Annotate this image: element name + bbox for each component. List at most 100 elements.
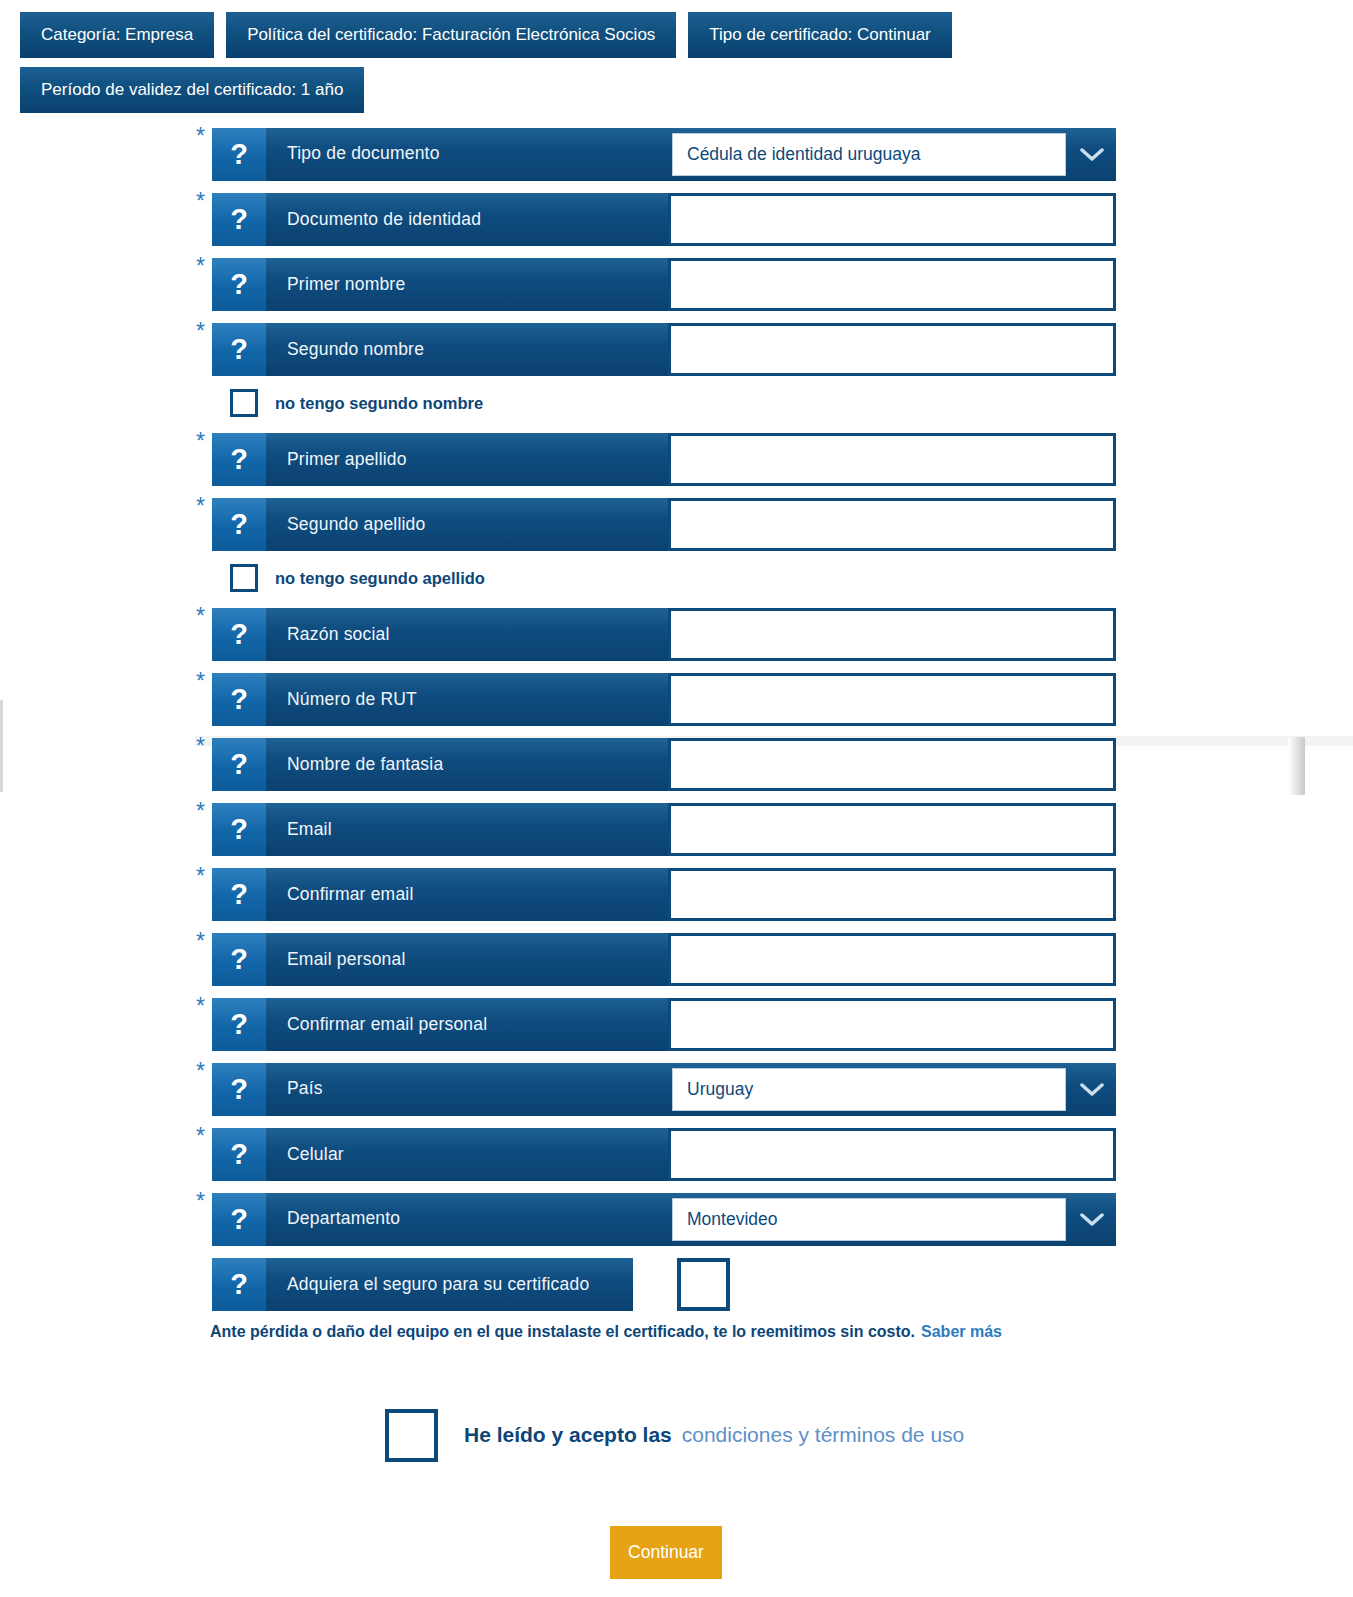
field-label-bar: ? Documento de identidad (212, 193, 668, 246)
confirmar-email-input[interactable] (668, 868, 1116, 921)
terms-row: He leído y acepto las condiciones y térmi… (385, 1408, 964, 1462)
chip-categoria[interactable]: Categoría: Empresa (20, 12, 214, 58)
chevron-down-icon[interactable] (1068, 1063, 1116, 1116)
field-label: Email personal (266, 949, 406, 970)
required-marker: * (196, 1123, 205, 1150)
required-marker: * (196, 798, 205, 825)
help-icon[interactable]: ? (212, 998, 266, 1051)
primer-nombre-input[interactable] (668, 258, 1116, 311)
help-icon[interactable]: ? (212, 498, 266, 551)
field-label-bar: ? Nombre de fantasia (212, 738, 668, 791)
documento-de-identidad-input[interactable] (668, 193, 1116, 246)
field-label: Celular (266, 1144, 344, 1165)
numero-de-rut-input[interactable] (668, 673, 1116, 726)
scrollbar-fragment[interactable] (1288, 737, 1305, 795)
form-row-segundo-nombre: * ? Segundo nombre (198, 323, 1118, 376)
help-icon[interactable]: ? (212, 738, 266, 791)
field-label: Adquiera el seguro para su certificado (266, 1274, 589, 1295)
required-marker: * (196, 1058, 205, 1085)
chip-politica-certificado[interactable]: Política del certificado: Facturación El… (226, 12, 676, 58)
required-marker: * (196, 928, 205, 955)
form-row-tipo-de-documento: * ? Tipo de documento Cédula de identida… (198, 128, 1118, 181)
field-label: Email (266, 819, 332, 840)
help-icon[interactable]: ? (212, 1193, 266, 1246)
help-icon[interactable]: ? (212, 258, 266, 311)
help-icon[interactable]: ? (212, 1258, 266, 1311)
celular-input[interactable] (668, 1128, 1116, 1181)
select-value: Uruguay (672, 1079, 753, 1100)
email-input[interactable] (668, 803, 1116, 856)
field-label-bar: ? Departamento Montevideo (212, 1193, 1116, 1246)
field-label: Primer nombre (266, 274, 405, 295)
certificate-form: * ? Tipo de documento Cédula de identida… (198, 128, 1118, 1341)
help-icon[interactable]: ? (212, 433, 266, 486)
required-marker: * (196, 188, 205, 215)
field-label-bar: ? Adquiera el seguro para su certificado (212, 1258, 633, 1311)
form-row-nombre-de-fantasia: * ? Nombre de fantasia (198, 738, 1118, 791)
field-label-bar: ? Email (212, 803, 668, 856)
help-icon[interactable]: ? (212, 128, 266, 181)
chip-tipo-certificado[interactable]: Tipo de certificado: Continuar (688, 12, 951, 58)
field-label-bar: ? Primer nombre (212, 258, 668, 311)
select-value: Cédula de identidad uruguaya (672, 144, 921, 165)
help-icon[interactable]: ? (212, 673, 266, 726)
required-marker: * (196, 603, 205, 630)
help-icon[interactable]: ? (212, 1128, 266, 1181)
field-label: Tipo de documento (266, 143, 440, 164)
form-row-confirmar-email: * ? Confirmar email (198, 868, 1118, 921)
continuar-button[interactable]: Continuar (610, 1526, 722, 1579)
checkbox-label: no tengo segundo nombre (275, 394, 483, 413)
field-label: País (266, 1078, 323, 1099)
field-label: Segundo nombre (266, 339, 424, 360)
primer-apellido-input[interactable] (668, 433, 1116, 486)
field-label-bar: ? Número de RUT (212, 673, 668, 726)
field-label-bar: ? Razón social (212, 608, 668, 661)
pais-select[interactable]: Uruguay (672, 1068, 1066, 1111)
checkbox-row-no-segundo-nombre: no tengo segundo nombre (230, 388, 1118, 418)
field-label-bar: ? Email personal (212, 933, 668, 986)
terms-checkbox[interactable] (385, 1409, 438, 1462)
help-icon[interactable]: ? (212, 868, 266, 921)
tipo-de-documento-select[interactable]: Cédula de identidad uruguaya (672, 133, 1066, 176)
no-segundo-apellido-checkbox[interactable] (230, 564, 258, 592)
no-segundo-nombre-checkbox[interactable] (230, 389, 258, 417)
help-icon[interactable]: ? (212, 803, 266, 856)
chevron-down-icon[interactable] (1068, 1193, 1116, 1246)
required-marker: * (196, 253, 205, 280)
required-marker: * (196, 1188, 205, 1215)
chevron-down-icon[interactable] (1068, 128, 1116, 181)
segundo-nombre-input[interactable] (668, 323, 1116, 376)
required-marker: * (196, 428, 205, 455)
form-row-primer-nombre: * ? Primer nombre (198, 258, 1118, 311)
razon-social-input[interactable] (668, 608, 1116, 661)
field-label-bar: ? Primer apellido (212, 433, 668, 486)
required-marker: * (196, 123, 205, 150)
help-icon[interactable]: ? (212, 323, 266, 376)
help-icon[interactable]: ? (212, 608, 266, 661)
checkbox-label: no tengo segundo apellido (275, 569, 485, 588)
field-label: Departamento (266, 1208, 400, 1229)
seguro-checkbox[interactable] (677, 1258, 730, 1311)
form-row-departamento: * ? Departamento Montevideo (198, 1193, 1118, 1246)
terms-link[interactable]: condiciones y términos de uso (682, 1423, 965, 1446)
field-label: Documento de identidad (266, 209, 481, 230)
field-label: Segundo apellido (266, 514, 425, 535)
chip-periodo-validez[interactable]: Período de validez del certificado: 1 añ… (20, 67, 364, 113)
form-row-pais: * ? País Uruguay (198, 1063, 1118, 1116)
terms-text: He leído y acepto las (464, 1423, 672, 1446)
segundo-apellido-input[interactable] (668, 498, 1116, 551)
confirmar-email-personal-input[interactable] (668, 998, 1116, 1051)
saber-mas-link[interactable]: Saber más (921, 1323, 1002, 1340)
help-icon[interactable]: ? (212, 193, 266, 246)
field-label-bar: ? Segundo apellido (212, 498, 668, 551)
form-row-documento-de-identidad: * ? Documento de identidad (198, 193, 1118, 246)
departamento-select[interactable]: Montevideo (672, 1198, 1066, 1241)
field-label: Nombre de fantasia (266, 754, 443, 775)
nombre-de-fantasia-input[interactable] (668, 738, 1116, 791)
field-label: Confirmar email (266, 884, 414, 905)
form-row-email-personal: * ? Email personal (198, 933, 1118, 986)
form-row-segundo-apellido: * ? Segundo apellido (198, 498, 1118, 551)
email-personal-input[interactable] (668, 933, 1116, 986)
help-icon[interactable]: ? (212, 933, 266, 986)
help-icon[interactable]: ? (212, 1063, 266, 1116)
